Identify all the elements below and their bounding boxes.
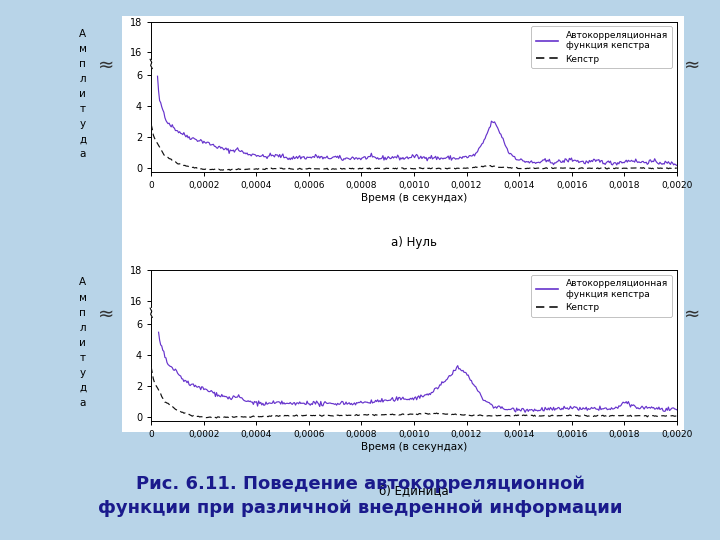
Text: ≈: ≈ [685, 56, 701, 75]
Text: м: м [79, 44, 87, 54]
Text: м: м [79, 293, 87, 302]
Text: д: д [79, 383, 86, 393]
Text: а: а [80, 398, 86, 408]
Text: л: л [79, 323, 86, 333]
Text: п: п [79, 308, 86, 318]
Text: ≈: ≈ [99, 305, 114, 323]
Text: т: т [80, 353, 86, 363]
Text: ≈: ≈ [99, 56, 114, 75]
Text: л: л [79, 74, 86, 84]
Text: А: А [79, 29, 86, 39]
Text: а) Нуль: а) Нуль [391, 236, 437, 249]
Text: у: у [80, 368, 86, 378]
Legend: Автокорреляционная
функция кепстра, Кепстр: Автокорреляционная функция кепстра, Кепс… [531, 275, 672, 317]
Text: б) Единица: б) Единица [379, 484, 449, 497]
Text: и: и [79, 89, 86, 99]
X-axis label: Время (в секундах): Время (в секундах) [361, 193, 467, 203]
Text: и: и [79, 338, 86, 348]
Text: т: т [80, 104, 86, 114]
Text: Рис. 6.11. Поведение автокорреляционной
функции при различной внедренной информа: Рис. 6.11. Поведение автокорреляционной … [98, 475, 622, 517]
Legend: Автокорреляционная
функция кепстра, Кепстр: Автокорреляционная функция кепстра, Кепс… [531, 26, 672, 68]
Text: д: д [79, 134, 86, 144]
Text: А: А [79, 278, 86, 287]
Text: п: п [79, 59, 86, 69]
Text: а: а [80, 149, 86, 159]
Text: ≈: ≈ [685, 305, 701, 323]
Text: у: у [80, 119, 86, 129]
X-axis label: Время (в секундах): Время (в секундах) [361, 442, 467, 452]
